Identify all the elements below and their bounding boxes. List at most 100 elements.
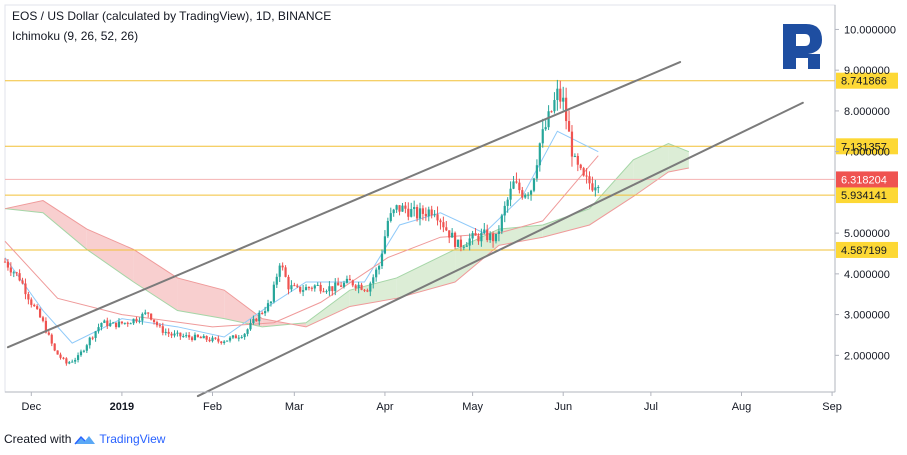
- y-tick-label: 5.000000: [844, 228, 890, 240]
- candle-body: [193, 334, 197, 341]
- candle-body: [50, 334, 53, 344]
- candle-body: [544, 127, 547, 130]
- candle-body: [3, 261, 7, 263]
- level-label: 7.131357: [841, 141, 887, 153]
- candle-body: [483, 229, 486, 233]
- candle-body: [360, 284, 363, 290]
- candle-body: [284, 267, 287, 277]
- candle-body: [275, 276, 278, 285]
- candle-body: [30, 299, 33, 305]
- candle-body: [465, 245, 468, 247]
- candle-body: [486, 229, 489, 241]
- candle-body: [503, 205, 506, 216]
- candle-body: [261, 312, 264, 314]
- candle-body: [375, 269, 378, 278]
- candle-body: [307, 287, 311, 289]
- plot-area: [4, 4, 836, 393]
- candle-body: [418, 208, 422, 219]
- ichimoku-cloud-segment: [42, 200, 87, 250]
- candle-body: [59, 354, 62, 358]
- candle-body: [223, 341, 226, 343]
- candle-body: [322, 291, 325, 293]
- candle-body: [36, 306, 39, 309]
- candle-body: [509, 188, 512, 200]
- candle-body: [114, 322, 118, 328]
- candle-body: [524, 194, 527, 198]
- candle-body: [214, 337, 217, 339]
- candle-body: [445, 227, 448, 231]
- candle-body: [293, 285, 296, 287]
- candle-body: [97, 327, 100, 332]
- x-tick-label: Apr: [376, 401, 393, 413]
- candle-body: [532, 178, 536, 191]
- candle-body: [383, 236, 387, 254]
- candle-body: [430, 209, 433, 216]
- candle-body: [451, 232, 454, 238]
- ichimoku-cloud-segment: [633, 143, 669, 197]
- candle-body: [15, 272, 18, 274]
- candle-body: [135, 318, 138, 322]
- candle-body: [433, 214, 436, 216]
- level-label-bg: [836, 241, 898, 258]
- ichimoku-cloud-segment: [86, 229, 134, 283]
- candle-body: [74, 359, 77, 362]
- candle-body: [582, 168, 585, 176]
- candle-body: [377, 266, 381, 270]
- y-tick-label: 10.000000: [844, 24, 896, 36]
- candle-body: [415, 207, 419, 219]
- candle-body: [132, 318, 135, 324]
- candle-body: [190, 337, 194, 341]
- candle-body: [310, 287, 313, 289]
- candle-body: [196, 334, 199, 337]
- candle-body: [427, 209, 430, 217]
- candle-body: [453, 232, 457, 247]
- candle-body: [442, 222, 445, 228]
- candle-body: [79, 351, 83, 356]
- candle-body: [567, 121, 571, 132]
- created-with-text: Created with: [4, 432, 72, 446]
- candle-body: [410, 209, 413, 217]
- candle-body: [106, 320, 109, 327]
- candle-body: [372, 277, 375, 284]
- candle-body: [44, 320, 48, 333]
- candle-body: [389, 213, 392, 221]
- candle-body: [117, 321, 121, 328]
- candle-body: [576, 155, 579, 165]
- footer: Created with TradingView: [4, 428, 165, 450]
- candle-body: [129, 323, 132, 325]
- candle-body: [88, 337, 91, 346]
- r-broker-logo: [780, 22, 822, 70]
- candle-body: [436, 214, 439, 221]
- tradingview-brand[interactable]: TradingView: [99, 432, 166, 446]
- candle-body: [573, 155, 576, 157]
- candle-body: [585, 175, 588, 177]
- candle-body: [313, 285, 316, 289]
- candle-body: [579, 164, 582, 169]
- candle-body: [234, 335, 237, 339]
- x-tick-label: Sep: [822, 401, 842, 413]
- candle-body: [33, 304, 36, 307]
- candle-body: [491, 233, 495, 242]
- x-tick-label: Aug: [732, 401, 752, 413]
- candle-body: [395, 205, 398, 210]
- candle-body: [91, 337, 94, 339]
- candle-body: [120, 321, 124, 324]
- channel-trendline: [196, 101, 804, 398]
- candle-body: [240, 337, 243, 339]
- candle-body: [199, 336, 202, 339]
- candle-body: [328, 286, 331, 292]
- candle-body: [9, 267, 12, 273]
- candle-body: [500, 215, 503, 232]
- level-label-bg: [836, 72, 898, 89]
- candle-body: [538, 143, 541, 166]
- candle-body: [109, 323, 112, 327]
- candle-body: [380, 253, 384, 267]
- kijun-sen-line: [4, 155, 599, 328]
- indicator-label: Ichimoku (9, 26, 52, 26): [12, 29, 138, 43]
- candle-body: [255, 318, 258, 322]
- ichimoku-cloud-segment: [177, 277, 225, 319]
- candle-body: [398, 205, 401, 212]
- candle-body: [597, 187, 600, 189]
- candle-body: [47, 332, 50, 335]
